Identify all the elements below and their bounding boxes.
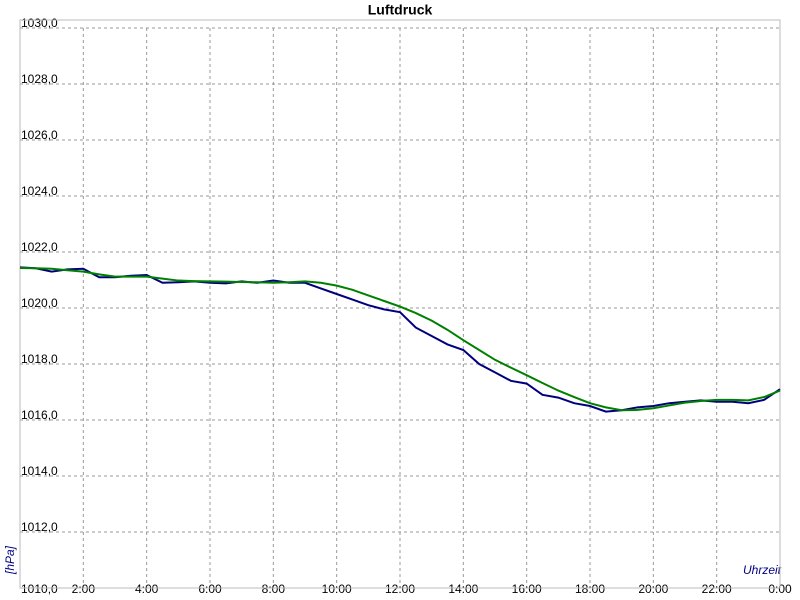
y-tick-label: 1020,0 (21, 296, 58, 310)
x-tick-label: 18:00 (575, 582, 605, 596)
x-tick-label: 12:00 (385, 582, 415, 596)
series-line (19, 266, 781, 413)
x-tick-label: 16:00 (512, 582, 542, 596)
plot-border (19, 19, 781, 589)
chart-title: Luftdruck (368, 2, 433, 18)
x-tick-label: 20:00 (638, 582, 668, 596)
y-axis-label: [hPa] (3, 545, 17, 575)
y-tick-label: 1012,0 (21, 520, 58, 534)
x-tick-label: 8:00 (262, 582, 286, 596)
y-tick-label: 1026,0 (21, 128, 58, 142)
y-tick-label: 1018,0 (21, 352, 58, 366)
series-line (19, 266, 781, 412)
y-tick-label: 1024,0 (21, 184, 58, 198)
x-axis-label: Uhrzeit (743, 563, 782, 577)
x-tick-label: 4:00 (135, 582, 159, 596)
y-tick-label: 1022,0 (21, 240, 58, 254)
y-tick-label: 1030,0 (21, 16, 58, 30)
y-tick-label: 1016,0 (21, 408, 58, 422)
x-tick-label: 2:00 (72, 582, 96, 596)
y-tick-label: 1014,0 (21, 464, 58, 478)
y-tick-label: 1028,0 (21, 72, 58, 86)
x-tick-label: 14:00 (448, 582, 478, 596)
x-tick-label: 0:00 (768, 582, 792, 596)
x-tick-label: 6:00 (198, 582, 222, 596)
x-tick-label: 22:00 (702, 582, 732, 596)
x-tick-label: 10:00 (322, 582, 352, 596)
y-tick-label: 1010,0 (21, 582, 58, 596)
